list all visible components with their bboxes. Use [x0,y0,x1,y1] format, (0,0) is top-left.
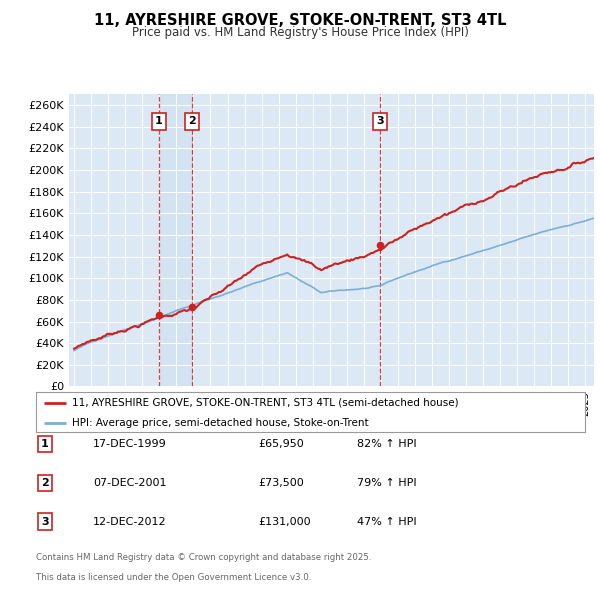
Text: 07-DEC-2001: 07-DEC-2001 [93,478,167,487]
Text: 11, AYRESHIRE GROVE, STOKE-ON-TRENT, ST3 4TL: 11, AYRESHIRE GROVE, STOKE-ON-TRENT, ST3… [94,13,506,28]
Text: 17-DEC-1999: 17-DEC-1999 [93,439,167,448]
Text: 2: 2 [188,116,196,126]
Text: 1: 1 [41,439,49,448]
Text: This data is licensed under the Open Government Licence v3.0.: This data is licensed under the Open Gov… [36,573,311,582]
Text: £65,950: £65,950 [258,439,304,448]
Text: 3: 3 [376,116,384,126]
Text: £73,500: £73,500 [258,478,304,487]
Text: 47% ↑ HPI: 47% ↑ HPI [357,517,416,526]
Text: 1: 1 [155,116,163,126]
Text: 11, AYRESHIRE GROVE, STOKE-ON-TRENT, ST3 4TL (semi-detached house): 11, AYRESHIRE GROVE, STOKE-ON-TRENT, ST3… [71,398,458,408]
Text: 82% ↑ HPI: 82% ↑ HPI [357,439,416,448]
Text: 2: 2 [41,478,49,487]
Text: 79% ↑ HPI: 79% ↑ HPI [357,478,416,487]
Bar [158,94,192,386]
Text: Price paid vs. HM Land Registry's House Price Index (HPI): Price paid vs. HM Land Registry's House … [131,26,469,39]
Text: HPI: Average price, semi-detached house, Stoke-on-Trent: HPI: Average price, semi-detached house,… [71,418,368,428]
Text: 3: 3 [41,517,49,526]
Text: £131,000: £131,000 [258,517,311,526]
Text: 12-DEC-2012: 12-DEC-2012 [93,517,167,526]
Text: Contains HM Land Registry data © Crown copyright and database right 2025.: Contains HM Land Registry data © Crown c… [36,553,371,562]
